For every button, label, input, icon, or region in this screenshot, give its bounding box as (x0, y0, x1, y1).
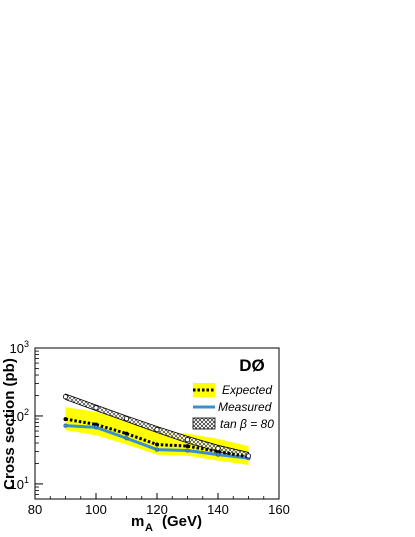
tanbeta-point (184, 437, 191, 443)
legend-item-tanbeta: tan β = 80 (192, 417, 274, 431)
expected-band (65, 407, 249, 465)
measured-point (63, 423, 68, 428)
y-tick-label: 101 (10, 475, 29, 492)
tanbeta-point (215, 445, 221, 452)
expected-point (124, 431, 129, 436)
measured-point (93, 425, 99, 430)
measured-point (185, 448, 190, 453)
measured-point (124, 436, 129, 441)
legend-expected-label: Expected (222, 383, 272, 397)
legend-item-expected: Expected (193, 383, 272, 397)
tanbeta-point (93, 405, 99, 411)
y-tick-label: 103 (10, 339, 29, 356)
legend-measured-label: Measured (218, 400, 272, 414)
measured-point (215, 452, 221, 457)
legend-item-measured: Measured (193, 400, 272, 414)
experiment-label: DØ (239, 356, 265, 375)
x-tick-label: 160 (268, 502, 290, 517)
legend: Expected Measured tan β = 80 (192, 383, 274, 431)
legend-tanbeta-label: tan β = 80 (220, 417, 274, 431)
x-tick-label: 120 (146, 502, 168, 517)
x-tick-label: 140 (207, 502, 229, 517)
x-tick-label: 80 (28, 502, 42, 517)
measured-point (154, 447, 160, 452)
x-axis: 80 100 120 140 160 (28, 493, 290, 517)
legend-tanbeta-swatch (192, 417, 216, 430)
expected-point (63, 417, 68, 422)
x-axis-title-subscript: A (145, 522, 153, 534)
tanbeta-point (154, 426, 160, 433)
tanbeta-point (123, 416, 130, 422)
x-axis-title: m A (GeV) (131, 513, 202, 534)
expected-point (155, 442, 159, 447)
expected-point (185, 444, 190, 449)
marker-layer (62, 394, 252, 461)
expected-point (94, 422, 98, 427)
x-axis-title-main: m (131, 513, 144, 530)
y-tick-label: 102 (10, 407, 29, 424)
y-axis-title: Cross section (pb) (1, 358, 18, 490)
y-axis: 101 102 103 (10, 339, 43, 500)
x-axis-title-unit: (GeV) (162, 513, 202, 530)
x-tick-label: 100 (85, 502, 107, 517)
tanbeta-point (62, 394, 69, 400)
tanbeta-point (245, 453, 252, 459)
